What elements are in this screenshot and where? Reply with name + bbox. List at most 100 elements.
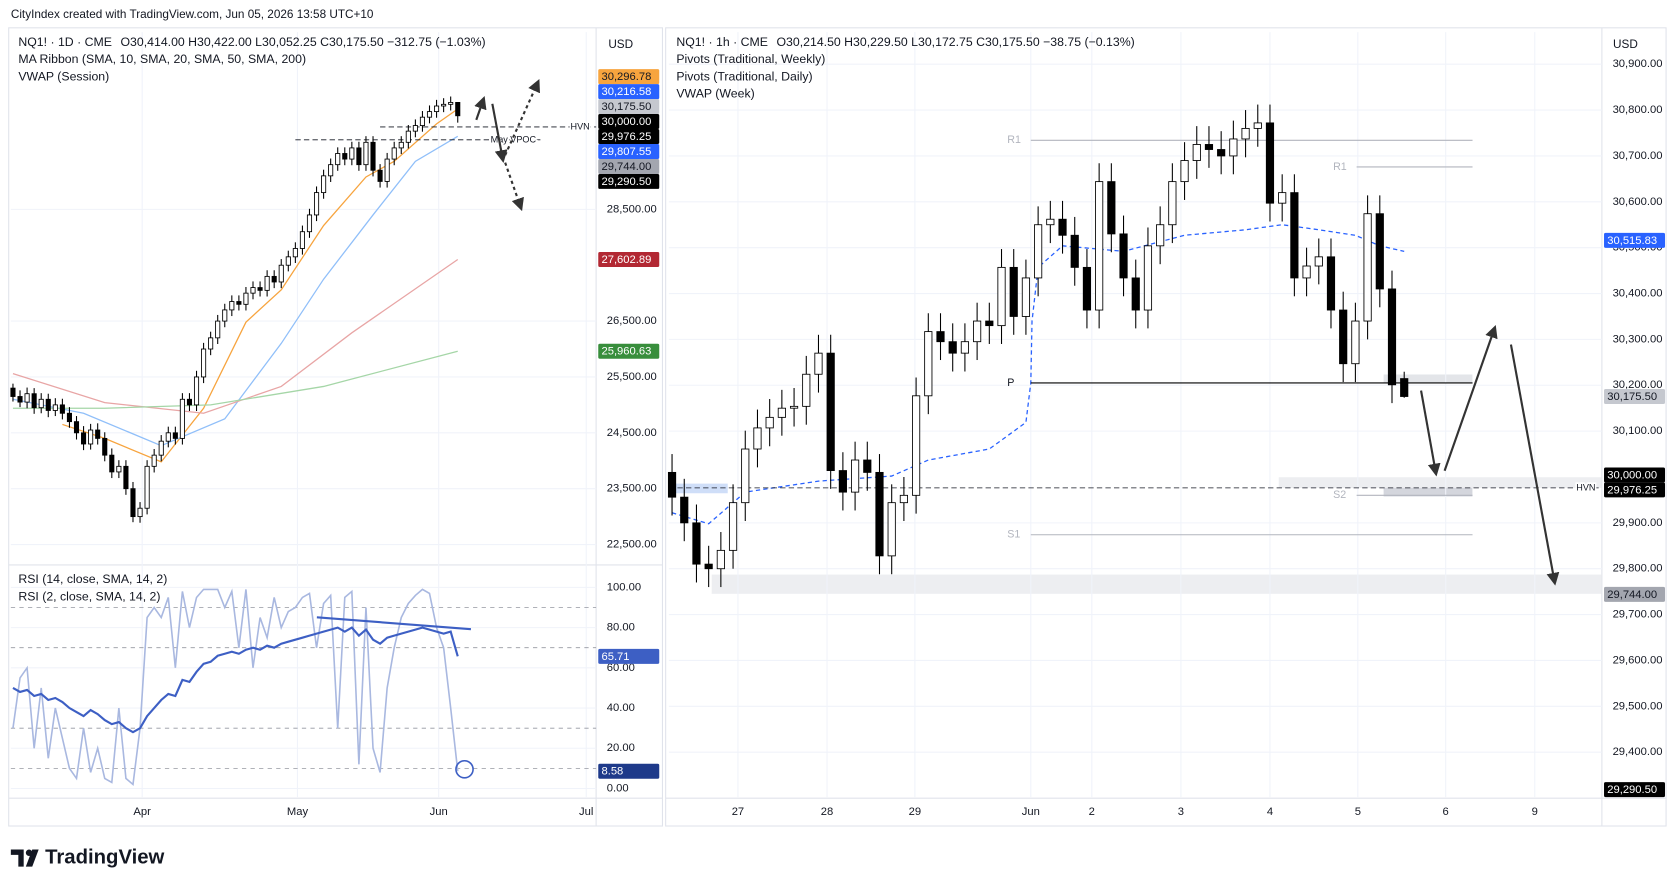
candle-body <box>321 175 327 194</box>
candle-body <box>667 471 677 498</box>
candle-body <box>1229 138 1238 157</box>
candle-body <box>10 387 16 397</box>
price-tag-label: 8.58 <box>601 766 623 778</box>
candle-body <box>1156 224 1165 247</box>
indicator-line <box>62 108 459 463</box>
y-tick-label: 23,500.00 <box>607 483 657 495</box>
candle-body <box>1131 277 1140 311</box>
y-tick-label: 20.00 <box>607 742 635 754</box>
candle-body <box>370 141 376 171</box>
candle-body <box>123 465 129 490</box>
x-tick-label: 28 <box>821 806 833 818</box>
price-tag-label: 30,296.78 <box>601 71 651 83</box>
candle-body <box>838 470 847 493</box>
candle-body <box>426 111 433 118</box>
candle-body <box>789 405 799 409</box>
y-tick-label: 29,600.00 <box>1613 654 1663 666</box>
zone <box>1383 487 1473 497</box>
candle-body <box>391 147 397 160</box>
price-tag-label: 29,290.50 <box>1607 784 1657 796</box>
candle-body <box>243 292 249 305</box>
candle-body <box>924 331 933 397</box>
y-tick-label: 30,700.00 <box>1613 150 1663 162</box>
y-tick-label: 80.00 <box>607 622 635 634</box>
pivot-label: S2 <box>1333 489 1346 501</box>
y-tick-label: 29,800.00 <box>1613 563 1663 575</box>
y-tick-label: 0.00 <box>607 782 629 794</box>
candle-body <box>158 440 164 456</box>
y-tick-label: 24,500.00 <box>607 427 657 439</box>
x-tick-label: 27 <box>732 806 744 818</box>
candle-body <box>172 432 178 439</box>
y-tick-label: 29,900.00 <box>1613 517 1663 529</box>
y-tick-label: 30,400.00 <box>1613 287 1663 299</box>
price-tag <box>598 173 660 189</box>
price-tag-label: 29,290.50 <box>601 176 651 188</box>
logo-mark <box>25 849 33 856</box>
candle-body <box>1143 245 1153 311</box>
x-tick-label: 2 <box>1089 806 1095 818</box>
candle-body <box>377 169 383 182</box>
highlight <box>455 759 474 779</box>
y-tick-label: 30,600.00 <box>1613 196 1663 208</box>
candle-body <box>1180 160 1189 183</box>
candle-body <box>985 320 994 327</box>
candle-body <box>1070 234 1079 268</box>
candle-body <box>814 352 823 375</box>
price-tag <box>1604 482 1666 498</box>
arrow <box>504 78 540 156</box>
candle-body <box>38 398 44 409</box>
candle-body <box>741 448 750 504</box>
price-tag <box>1604 232 1666 248</box>
price-tag-label: 30,000.00 <box>601 116 651 128</box>
left-frame <box>8 27 663 827</box>
candle-body <box>863 459 872 473</box>
candle-body <box>285 256 291 266</box>
candle-body <box>165 432 171 442</box>
pivot-label: R1 <box>1007 134 1021 146</box>
candle-body <box>1387 288 1397 386</box>
indicator: Pivots (Traditional, Weekly) <box>676 52 825 66</box>
arrow <box>504 162 524 212</box>
plot-layer: 22,500.00 23,500.00 24,500.00 25,500.00 26,5… <box>10 32 1666 818</box>
currency: USD <box>1613 38 1638 51</box>
x-tick-label: Jun <box>430 806 448 818</box>
candle-body <box>1351 320 1360 365</box>
candle-body <box>179 398 185 439</box>
candle-body <box>1107 181 1116 235</box>
candle-body <box>342 153 348 160</box>
indicator: VWAP (Week) <box>676 86 754 100</box>
currency: USD <box>608 38 633 51</box>
candle-body <box>753 427 762 450</box>
x-tick-label: Jun <box>1022 806 1040 818</box>
pivot-label: R1 <box>1333 161 1347 173</box>
arrow <box>474 96 487 121</box>
x-tick-label: Apr <box>133 806 151 818</box>
candle-body <box>1021 277 1031 317</box>
candle-body <box>1339 309 1348 365</box>
indicator: RSI (2, close, SMA, 14, 2) <box>18 589 160 603</box>
candle-body <box>1217 149 1226 157</box>
rsi-line <box>12 626 459 734</box>
price-tag-label: 30,515.83 <box>1607 235 1657 247</box>
candle-body <box>1082 266 1092 311</box>
price-tag <box>1604 467 1666 483</box>
price-tag <box>1604 586 1666 602</box>
arrow <box>1420 390 1441 477</box>
price-tag-label: 29,807.55 <box>601 146 651 158</box>
candle-body <box>299 231 305 249</box>
x-tick-label: Jul <box>579 806 593 818</box>
price-tag <box>598 99 660 115</box>
arrow <box>1509 344 1560 586</box>
candle-body <box>1192 144 1201 161</box>
logo: TradingView <box>10 846 165 868</box>
x-tick-label: May <box>287 806 309 818</box>
candle-body <box>441 103 447 107</box>
price-tag-label: 30,000.00 <box>1607 469 1657 481</box>
candle-body <box>1363 213 1372 322</box>
candle-body <box>1034 224 1043 279</box>
arrow <box>491 103 508 164</box>
candle-body <box>405 130 411 143</box>
candle-body <box>193 376 200 406</box>
